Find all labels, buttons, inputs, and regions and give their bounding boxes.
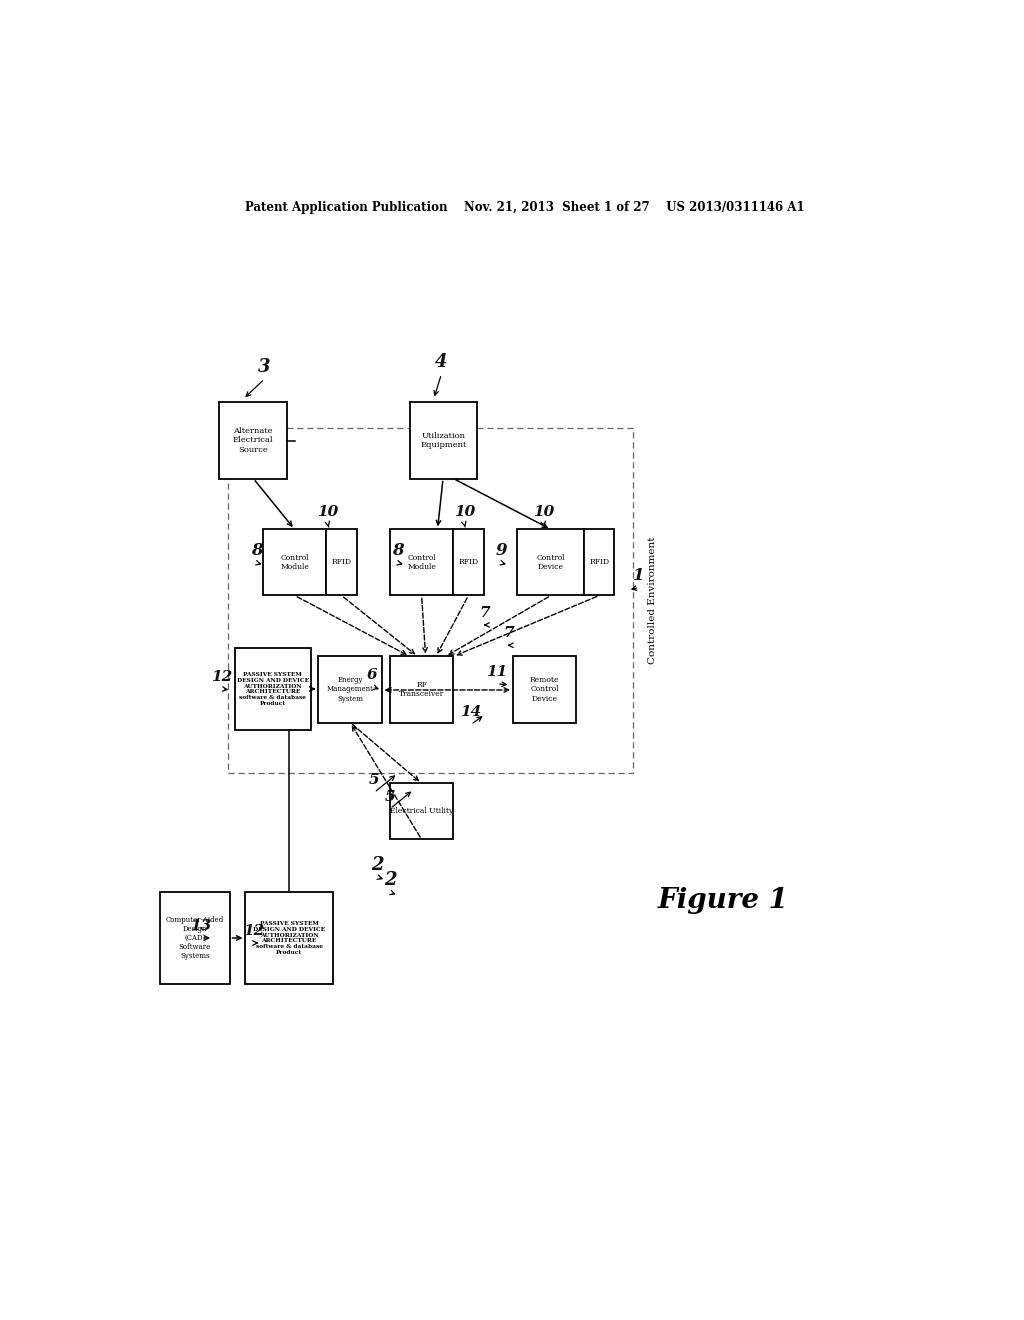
FancyBboxPatch shape (410, 403, 477, 479)
Text: 10: 10 (454, 506, 475, 519)
Text: 5: 5 (385, 789, 395, 804)
Text: Control
Module: Control Module (408, 554, 436, 572)
Text: Energy
Management
System: Energy Management System (327, 676, 374, 702)
Text: Computer-Aided
Design
(CAD)
Software
Systems: Computer-Aided Design (CAD) Software Sys… (166, 916, 224, 961)
FancyBboxPatch shape (219, 403, 287, 479)
Text: RFID: RFID (590, 558, 609, 566)
Text: Remote
Control
Device: Remote Control Device (529, 676, 559, 702)
Text: Alternate
Electrical
Source: Alternate Electrical Source (232, 428, 273, 454)
Text: 9: 9 (496, 543, 507, 560)
Text: 1: 1 (633, 566, 645, 583)
Text: Figure 1: Figure 1 (657, 887, 788, 913)
Text: 8: 8 (251, 543, 262, 560)
Text: 12: 12 (211, 669, 232, 684)
Text: 3: 3 (258, 358, 270, 376)
FancyBboxPatch shape (454, 529, 483, 595)
FancyBboxPatch shape (327, 529, 356, 595)
FancyBboxPatch shape (513, 656, 577, 722)
Text: 7: 7 (504, 626, 514, 640)
Text: PASSIVE SYSTEM
DESIGN AND DEVICE
AUTHORIZATION
ARCHITECTURE
software & database
: PASSIVE SYSTEM DESIGN AND DEVICE AUTHORI… (253, 921, 326, 954)
Text: Utilization
Equipment: Utilization Equipment (420, 432, 467, 449)
Text: Electrical Utility: Electrical Utility (390, 808, 454, 816)
Text: 2: 2 (384, 871, 396, 890)
FancyBboxPatch shape (246, 892, 333, 983)
Text: Control
Module: Control Module (281, 554, 309, 572)
Text: 14: 14 (460, 705, 481, 719)
FancyBboxPatch shape (263, 529, 327, 595)
Text: Patent Application Publication    Nov. 21, 2013  Sheet 1 of 27    US 2013/031114: Patent Application Publication Nov. 21, … (245, 201, 805, 214)
Text: 4: 4 (435, 352, 447, 371)
FancyBboxPatch shape (160, 892, 229, 983)
Text: 2: 2 (371, 855, 383, 874)
FancyBboxPatch shape (390, 656, 454, 722)
Text: 13: 13 (190, 919, 212, 933)
Text: 7: 7 (480, 606, 490, 619)
Text: RFID: RFID (459, 558, 478, 566)
Text: 8: 8 (392, 543, 403, 560)
FancyBboxPatch shape (236, 648, 310, 730)
Text: 5: 5 (369, 774, 379, 788)
FancyBboxPatch shape (318, 656, 382, 722)
Text: RF
Transceiver: RF Transceiver (399, 681, 444, 698)
Text: 12: 12 (243, 924, 264, 939)
Text: PASSIVE SYSTEM
DESIGN AND DEVICE
AUTHORIZATION
ARCHITECTURE
software & database
: PASSIVE SYSTEM DESIGN AND DEVICE AUTHORI… (237, 672, 309, 706)
Text: 10: 10 (317, 506, 339, 519)
FancyBboxPatch shape (390, 784, 454, 840)
Text: RFID: RFID (332, 558, 351, 566)
Text: Control
Device: Control Device (537, 554, 565, 572)
Text: Controlled Environment: Controlled Environment (648, 537, 656, 664)
Text: 10: 10 (534, 506, 554, 519)
FancyBboxPatch shape (585, 529, 614, 595)
Text: 6: 6 (368, 668, 378, 681)
FancyBboxPatch shape (517, 529, 585, 595)
FancyBboxPatch shape (390, 529, 454, 595)
Text: 11: 11 (486, 665, 508, 678)
